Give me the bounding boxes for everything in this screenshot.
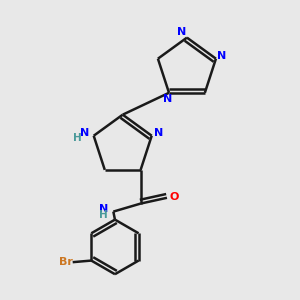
Text: Br: Br: [59, 257, 73, 267]
Text: H: H: [99, 210, 108, 220]
Text: H: H: [73, 133, 82, 143]
Text: N: N: [99, 204, 108, 214]
Text: N: N: [178, 27, 187, 37]
Text: O: O: [169, 191, 179, 202]
Text: N: N: [80, 128, 89, 137]
Text: N: N: [217, 51, 226, 61]
Text: N: N: [154, 128, 164, 138]
Text: N: N: [163, 94, 172, 103]
